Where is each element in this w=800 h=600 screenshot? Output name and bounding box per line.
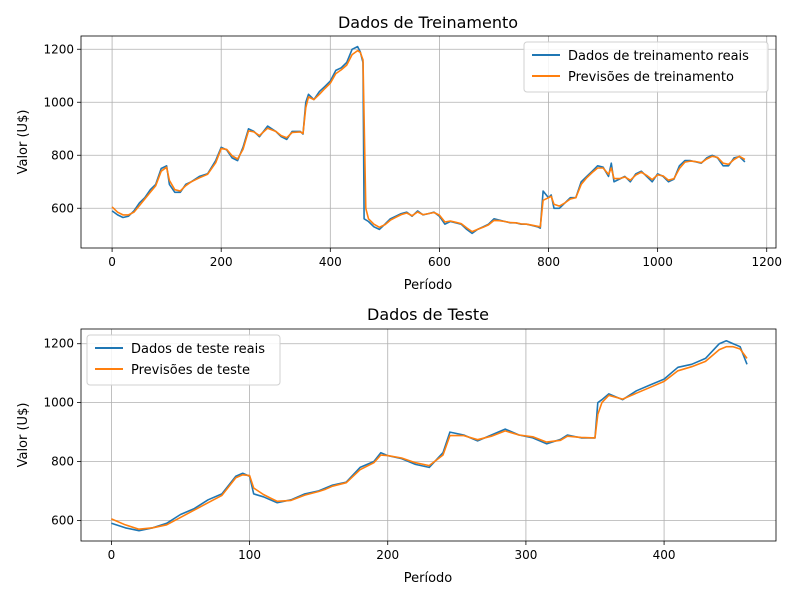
x-tick-label: 300 — [514, 548, 537, 562]
training-chart: Dados de Treinamento 0 200 400 600 800 1000 12… — [16, 13, 782, 293]
y-tick-label: 800 — [51, 455, 74, 469]
legend: Dados de treinamento reais Previsões de t… — [523, 41, 769, 93]
series-layer — [111, 45, 746, 235]
y-axis-label: Valor (U$) — [16, 110, 31, 175]
legend-box — [523, 41, 769, 93]
legend-label: Dados de teste reais — [131, 342, 265, 357]
y-tick-label: 800 — [51, 148, 74, 162]
x-tick-label: 600 — [428, 255, 451, 269]
test-chart: Dados de Teste 0 100 200 300 400 600 800 1000 12… — [16, 305, 777, 586]
ticks: 0 200 400 600 800 1000 1200 600 800 1000 1200 — [43, 42, 782, 269]
y-tick-label: 600 — [51, 201, 74, 215]
legend-label: Previsões de treinamento — [568, 70, 734, 85]
legend-box — [86, 334, 281, 386]
x-tick-label: 1000 — [642, 255, 673, 269]
x-tick-label: 0 — [108, 548, 116, 562]
y-tick-label: 1200 — [43, 42, 74, 56]
y-tick-label: 600 — [51, 513, 74, 527]
legend-label: Previsões de teste — [131, 363, 250, 378]
x-tick-label: 100 — [238, 548, 261, 562]
legend: Dados de teste reais Previsões de teste — [86, 334, 281, 386]
chart-title: Dados de Treinamento — [338, 13, 518, 32]
chart-title: Dados de Teste — [367, 305, 489, 324]
y-tick-label: 1000 — [43, 95, 74, 109]
x-tick-label: 200 — [376, 548, 399, 562]
x-tick-label: 1200 — [751, 255, 782, 269]
x-axis-label: Período — [404, 278, 453, 293]
plot-frame — [80, 35, 777, 249]
plot-frame — [80, 328, 777, 542]
y-axis-label: Valor (U$) — [16, 403, 31, 468]
y-tick-label: 1200 — [43, 337, 74, 351]
x-axis-label: Período — [404, 571, 453, 586]
series-line-1 — [111, 49, 746, 233]
x-tick-label: 400 — [653, 548, 676, 562]
series-line-0 — [111, 340, 748, 532]
x-tick-label: 800 — [537, 255, 560, 269]
series-layer — [111, 340, 748, 532]
series-line-1 — [111, 345, 748, 530]
legend-label: Dados de treinamento reais — [568, 49, 749, 64]
y-tick-label: 1000 — [43, 396, 74, 410]
x-tick-label: 200 — [210, 255, 233, 269]
x-tick-label: 0 — [108, 255, 116, 269]
x-tick-label: 400 — [319, 255, 342, 269]
ticks: 0 100 200 300 400 600 800 1000 1200 — [43, 337, 675, 562]
